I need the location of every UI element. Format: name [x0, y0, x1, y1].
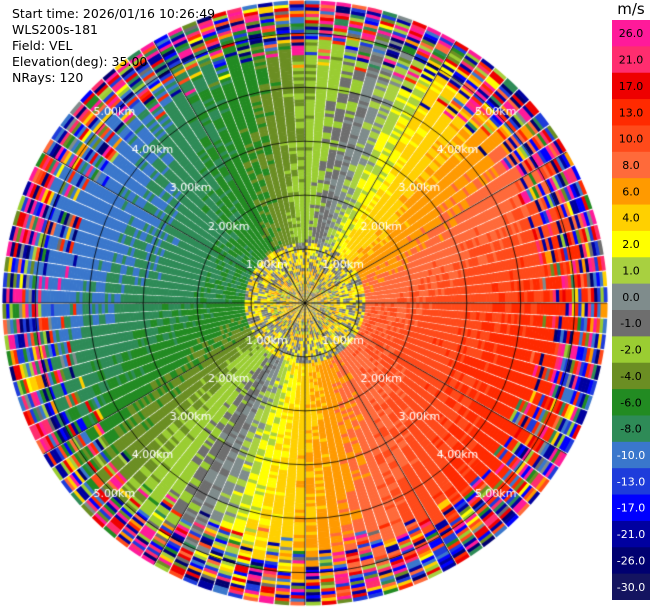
colorbar-swatch — [612, 520, 650, 548]
colorbar-tick-label: 4.0 — [622, 212, 640, 225]
colorbar-swatch — [612, 46, 650, 74]
colorbar-tick-label: -1.0 — [620, 317, 641, 330]
colorbar-swatch — [612, 283, 650, 311]
field-label: Field: VEL — [12, 38, 73, 53]
colorbar-tick-label: -10.0 — [617, 449, 645, 462]
nrays-label: NRays: 120 — [12, 70, 84, 85]
colorbar-tick-label: -30.0 — [617, 581, 645, 594]
colorbar-swatch — [612, 125, 650, 153]
colorbar-swatch — [612, 230, 650, 258]
colorbar-swatch — [612, 573, 650, 600]
colorbar-tick-label: 0.0 — [622, 291, 640, 304]
colorbar-title: m/s — [617, 0, 645, 18]
station-label: WLS200s-181 — [12, 22, 98, 37]
colorbar-swatch — [612, 494, 650, 522]
elevation-label: Elevation(deg): 35.00 — [12, 54, 148, 69]
colorbar-tick-label: -13.0 — [617, 475, 645, 488]
colorbar-swatch — [612, 547, 650, 575]
colorbar-swatch — [612, 468, 650, 496]
colorbar-swatch — [612, 99, 650, 126]
ppi-plot — [0, 0, 612, 610]
colorbar-swatch — [612, 362, 650, 390]
colorbar-swatch — [612, 151, 650, 179]
colorbar-swatch — [612, 336, 650, 364]
colorbar-tick-label: 17.0 — [619, 80, 644, 93]
colorbar-tick-label: 6.0 — [622, 185, 640, 198]
colorbar-tick-label: 21.0 — [619, 54, 644, 67]
colorbar-tick-label: -4.0 — [620, 370, 641, 383]
colorbar-swatch — [612, 310, 650, 337]
colorbar-tick-label: -6.0 — [620, 396, 641, 409]
colorbar-tick-label: 10.0 — [619, 133, 644, 146]
colorbar-tick-label: 26.0 — [619, 27, 644, 40]
colorbar-swatch — [612, 204, 650, 232]
colorbar-swatch — [612, 178, 650, 206]
colorbar-swatch — [612, 72, 650, 100]
colorbar-swatch — [612, 441, 650, 469]
start-time-label: Start time: 2026/01/16 10:26:49 — [12, 6, 216, 21]
colorbar-tick-label: 2.0 — [622, 238, 640, 251]
colorbar-swatch — [612, 257, 650, 285]
colorbar-tick-label: -26.0 — [617, 554, 645, 567]
colorbar-tick-label: 13.0 — [619, 106, 644, 119]
colorbar-swatch — [612, 389, 650, 416]
colorbar-tick-label: -17.0 — [617, 502, 645, 515]
colorbar-tick-label: 8.0 — [622, 159, 640, 172]
colorbar-tick-label: -21.0 — [617, 528, 645, 541]
colorbar-tick-label: -2.0 — [620, 344, 641, 357]
colorbar: 26.0 21.0 17.0 13.0 10.0 8.0 6.0 4.0 2.0 1.0 0.0 -1… — [612, 20, 650, 600]
colorbar-tick-label: 1.0 — [622, 264, 640, 277]
colorbar-swatch — [612, 415, 650, 443]
colorbar-swatch — [612, 20, 650, 47]
colorbar-tick-label: -8.0 — [620, 423, 641, 436]
